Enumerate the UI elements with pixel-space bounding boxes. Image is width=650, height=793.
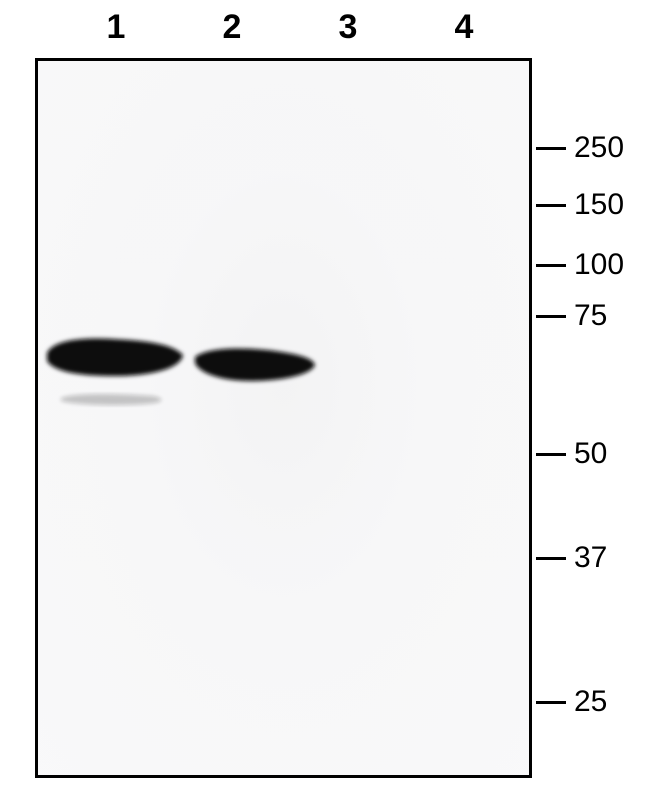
mw-label-75: 75 — [574, 299, 607, 333]
lane2-main-band — [195, 349, 315, 381]
lane-label-4: 4 — [444, 8, 484, 47]
bands-svg-layer — [38, 61, 535, 781]
mw-label-150: 150 — [574, 188, 624, 222]
mw-label-250: 250 — [574, 131, 624, 165]
mw-label-37: 37 — [574, 541, 607, 575]
mw-tick-150 — [536, 204, 566, 207]
mw-tick-37 — [536, 557, 566, 560]
lane-label-2: 2 — [212, 8, 252, 47]
mw-tick-250 — [536, 147, 566, 150]
mw-label-50: 50 — [574, 437, 607, 471]
mw-label-100: 100 — [574, 248, 624, 282]
lane1-main-band — [47, 339, 183, 376]
mw-tick-50 — [536, 453, 566, 456]
western-blot-figure: 1 2 3 4 250 150 100 75 50 37 25 — [0, 0, 650, 793]
lane-label-1: 1 — [96, 8, 136, 47]
mw-tick-100 — [536, 264, 566, 267]
blot-membrane-box — [35, 58, 532, 778]
mw-label-25: 25 — [574, 685, 607, 719]
lane1-faint-band — [61, 394, 162, 405]
lane-label-3: 3 — [328, 8, 368, 47]
mw-tick-75 — [536, 315, 566, 318]
mw-tick-25 — [536, 701, 566, 704]
